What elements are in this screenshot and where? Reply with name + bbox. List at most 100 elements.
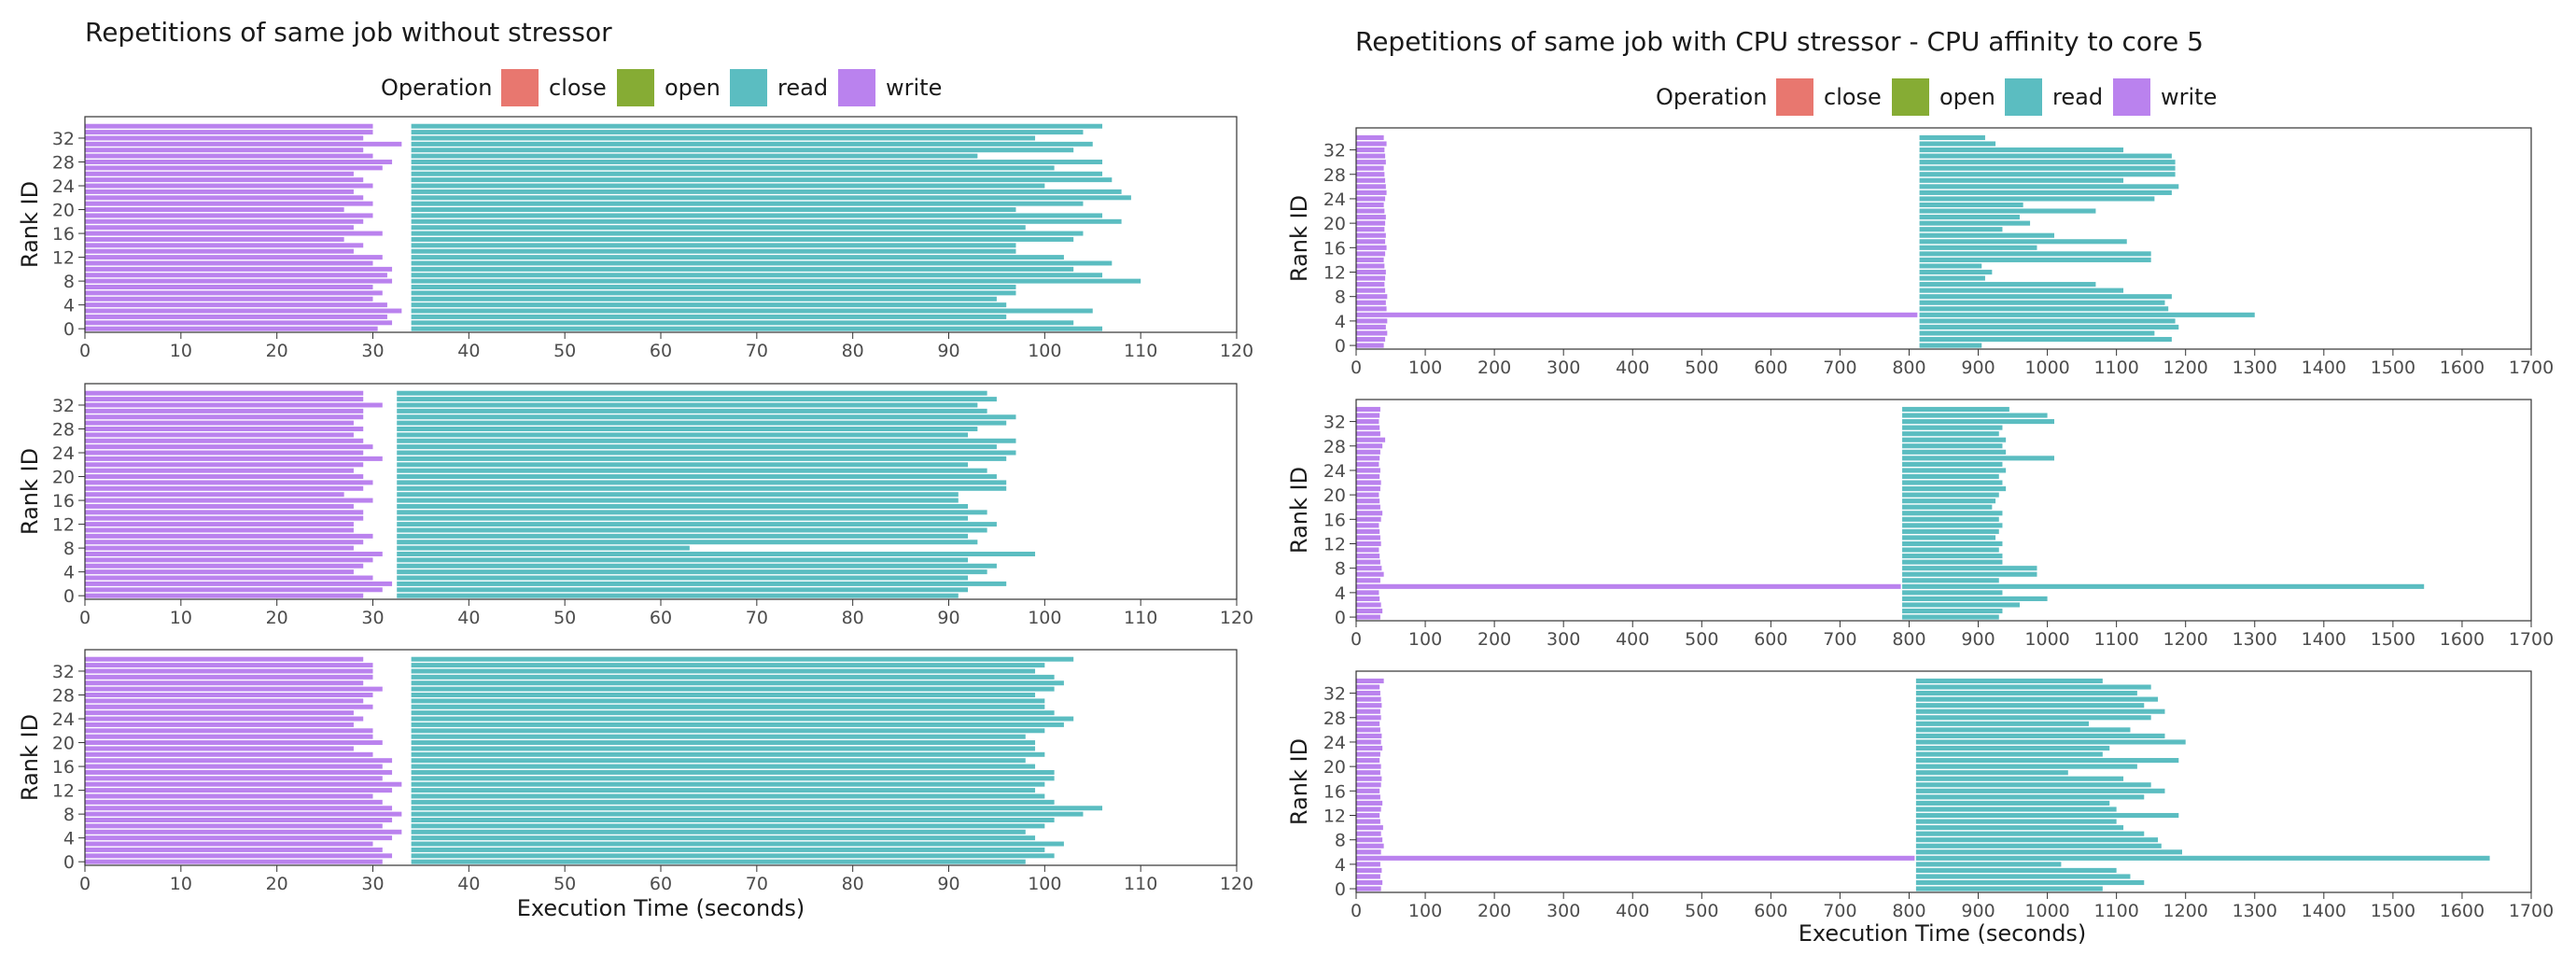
read-bar (397, 462, 969, 468)
x-tick-label: 0 (79, 341, 91, 361)
read-bar (397, 474, 997, 480)
read-bar (1919, 257, 2151, 262)
x-tick-label: 900 (1961, 629, 1995, 650)
read-bar (1902, 596, 2048, 601)
read-bar (411, 248, 1016, 254)
read-bar (411, 853, 1055, 859)
write-bar (1356, 678, 1384, 684)
y-tick-label: 24 (52, 443, 75, 464)
read-bar (411, 811, 1084, 817)
write-bar (1356, 590, 1379, 596)
read-bar (397, 456, 1007, 461)
x-tick-label: 50 (553, 341, 576, 361)
x-tick-label: 1100 (2093, 629, 2138, 650)
write-bar (1356, 473, 1380, 480)
y-tick-label: 0 (63, 586, 75, 607)
right-panel-1: 0 4 8 12 16 20 24 28 32 0 100 200 300 400 500 600 700 800… (1286, 127, 2554, 378)
x-tick-label: 1600 (2440, 629, 2485, 650)
x-tick-label: 80 (842, 608, 864, 628)
write-bar (85, 141, 402, 147)
write-bar (1356, 691, 1380, 696)
write-bar (1356, 867, 1382, 873)
write-bar (85, 266, 393, 272)
write-bar (85, 764, 383, 769)
x-tick-label: 1600 (2440, 901, 2485, 921)
read-bar (397, 527, 987, 533)
write-bar (1356, 160, 1386, 165)
write-bar (85, 728, 373, 734)
read-bar (397, 450, 1016, 456)
write-bar (1356, 807, 1381, 812)
y-axis-label: Rank ID (17, 181, 43, 268)
legend-key-write (838, 69, 875, 106)
read-bar (1919, 336, 2172, 343)
read-bar (1915, 874, 2131, 879)
write-bar (1356, 251, 1386, 257)
write-bar (85, 674, 373, 680)
right-x-axis-label: Execution Time (seconds) (1799, 920, 2087, 947)
y-tick-label: 24 (1323, 733, 1346, 753)
legend-label-read: read (777, 75, 828, 101)
read-bar (411, 722, 1064, 727)
write-bar (1356, 208, 1385, 214)
write-bar (1356, 614, 1380, 620)
write-bar (85, 716, 364, 722)
y-tick-label: 12 (1323, 807, 1346, 827)
y-tick-label: 12 (52, 781, 75, 802)
x-tick-label: 100 (1408, 901, 1442, 921)
y-axis-label: Rank ID (17, 714, 43, 801)
write-bar (85, 788, 393, 793)
legend-key-open (1892, 78, 1929, 116)
write-bar (1356, 516, 1381, 522)
read-bar (397, 397, 997, 402)
y-tick-label: 28 (1323, 165, 1346, 186)
write-bar (85, 710, 354, 716)
write-bar (1356, 318, 1388, 324)
write-bar (85, 189, 354, 194)
write-bar (85, 427, 364, 431)
x-tick-label: 100 (1028, 874, 1061, 894)
write-bar (1356, 727, 1380, 733)
x-tick-label: 30 (361, 608, 384, 628)
y-tick-label: 4 (63, 296, 75, 316)
y-tick-label: 0 (1335, 608, 1346, 628)
read-bar (411, 147, 1074, 153)
write-bar (1356, 449, 1380, 455)
write-bar (85, 799, 383, 805)
write-bar (85, 278, 393, 284)
write-bar (1356, 849, 1381, 855)
write-bar (85, 260, 373, 266)
write-bar (1356, 172, 1385, 177)
read-bar (397, 492, 959, 498)
write-bar (1356, 819, 1380, 824)
write-bar (85, 668, 373, 674)
y-tick-label: 16 (52, 491, 75, 512)
write-bar (85, 818, 393, 822)
x-tick-label: 0 (79, 874, 91, 894)
read-bar (397, 485, 1007, 491)
x-tick-label: 1500 (2371, 629, 2415, 650)
x-tick-label: 100 (1408, 629, 1442, 650)
write-bar (85, 581, 393, 586)
read-bar (411, 201, 1084, 206)
write-bar (85, 545, 354, 551)
write-bar (85, 314, 387, 319)
read-bar (411, 693, 1036, 697)
read-bar (411, 674, 1055, 680)
read-bar (397, 390, 987, 396)
read-bar (1902, 602, 2020, 608)
read-bar (1915, 715, 2151, 721)
read-bar (411, 130, 1084, 135)
read-bar (411, 788, 1036, 793)
read-bar (397, 533, 969, 539)
x-tick-label: 40 (457, 341, 480, 361)
y-axis-label: Rank ID (17, 448, 43, 535)
y-tick-label: 32 (52, 396, 75, 416)
read-bar (411, 189, 1122, 194)
x-tick-label: 0 (79, 608, 91, 628)
read-bar (1902, 419, 2054, 425)
legend-title: Operation (1656, 84, 1767, 110)
write-bar (85, 746, 354, 751)
read-bar (397, 540, 978, 545)
y-tick-label: 8 (1335, 288, 1346, 308)
